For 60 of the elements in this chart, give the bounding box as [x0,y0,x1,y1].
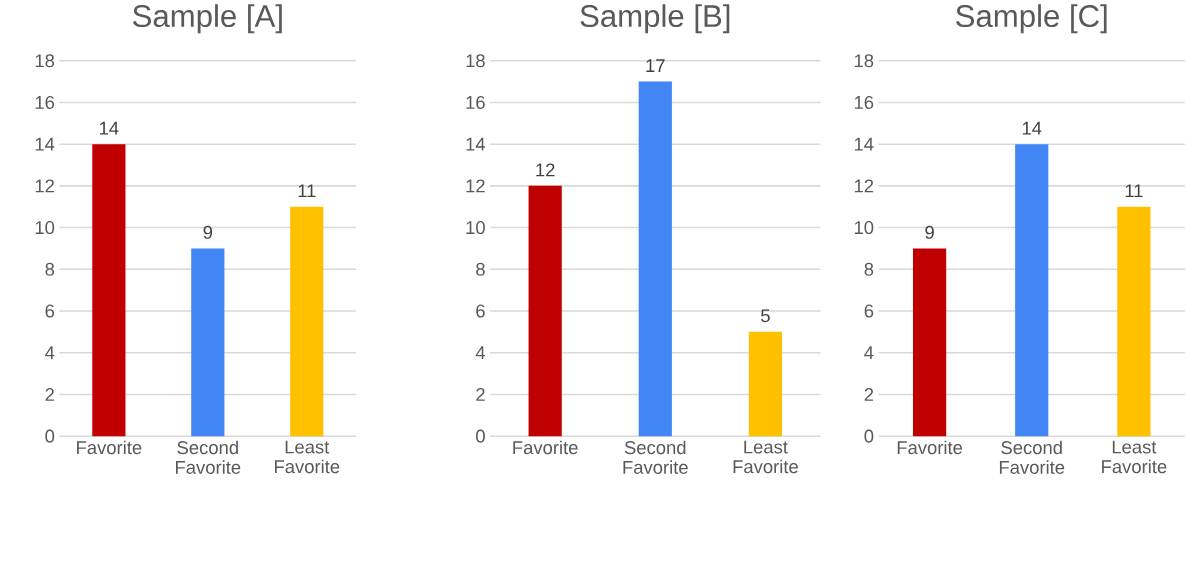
bar [748,331,783,436]
x-tick-label: Least Favorite [733,440,798,474]
data-label: 9 [203,225,213,239]
y-tick-label: 6 [476,304,485,318]
data-label: 5 [761,309,770,323]
y-tick-label: 16 [466,95,485,109]
y-tick-label: 10 [35,220,55,234]
x-tick-label: Favorite [77,440,142,454]
y-tick-label: 6 [45,304,55,318]
chart-title: Sample [A] [133,4,282,34]
y-tick-label: 14 [854,137,874,151]
y-tick-label: 6 [864,304,874,318]
y-tick-label: 0 [476,429,485,443]
x-tick-label: Second Favorite [999,440,1065,474]
y-tick-label: 12 [854,179,874,193]
bar [528,185,562,436]
y-tick-label: 18 [854,54,874,68]
y-tick-label: 16 [35,95,55,109]
bar [638,81,672,436]
bar [92,143,126,436]
data-label: 14 [100,121,119,135]
y-tick-label: 10 [466,220,485,234]
x-tick-label: Least Favorite [1102,440,1167,474]
y-tick-label: 12 [35,179,54,193]
data-label: 14 [1022,121,1042,135]
y-tick-label: 18 [466,54,485,68]
data-label: 12 [536,163,555,177]
data-label: 11 [1125,184,1143,197]
y-tick-label: 12 [466,179,485,193]
y-tick-label: 10 [854,220,874,234]
data-label: 9 [925,225,934,239]
y-tick-label: 8 [476,262,485,276]
bar [1117,206,1151,436]
y-tick-label: 4 [45,346,55,359]
x-tick-label: Favorite [897,440,963,454]
y-tick-label: 0 [45,429,55,443]
x-tick-label: Favorite [513,440,578,454]
data-label: 17 [646,59,665,72]
y-tick-label: 16 [854,95,874,109]
y-tick-label: 4 [864,346,874,359]
y-tick-label: 8 [864,262,874,276]
chart-title: Sample [B] [580,4,730,34]
chart-title: Sample [C] [956,4,1107,34]
bar [290,206,324,436]
x-tick-label: Second Favorite [623,440,688,474]
y-tick-label: 2 [864,387,874,401]
bar [1015,143,1049,436]
y-tick-label: 18 [35,54,55,68]
y-tick-label: 0 [864,429,874,443]
y-tick-label: 2 [476,387,485,401]
y-tick-label: 14 [466,137,486,151]
y-tick-label: 14 [35,137,55,151]
x-tick-label: Second Favorite [176,440,241,474]
x-tick-label: Least Favorite [274,440,340,474]
bar [912,248,947,436]
y-tick-label: 4 [475,346,486,359]
y-tick-label: 8 [45,262,55,276]
y-tick-label: 2 [45,387,54,401]
data-label: 11 [298,184,316,197]
bar [191,248,225,436]
